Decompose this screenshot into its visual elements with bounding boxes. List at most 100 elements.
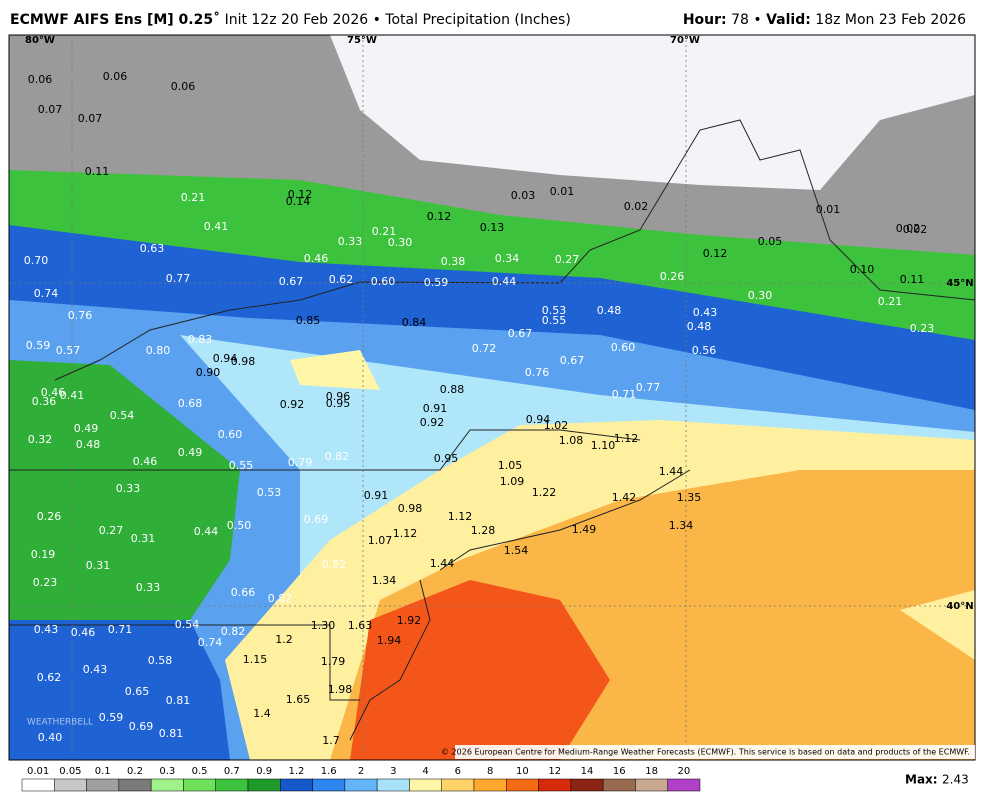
colorbar-label: 16 [613, 766, 626, 777]
value-label: 0.44 [194, 525, 219, 538]
colorbar-label: 8 [487, 766, 493, 777]
value-label: 0.34 [495, 252, 520, 265]
lon-label: 80°W [25, 35, 55, 46]
value-label: 0.91 [364, 489, 389, 502]
header-right: Hour: 78 • Valid: 18z Mon 23 Feb 2026 [683, 12, 966, 28]
value-label: 1.12 [448, 510, 473, 523]
value-label: 0.49 [74, 422, 99, 435]
value-label: 1.44 [430, 557, 455, 570]
valid: 18z Mon 23 Feb 2026 [815, 12, 966, 28]
value-label: 0.43 [83, 663, 108, 676]
colorbar-label: 0.1 [95, 766, 111, 777]
value-label: 0.02 [896, 222, 921, 235]
value-label: 0.74 [198, 636, 223, 649]
colorbar-swatch [409, 778, 442, 792]
value-label: 0.44 [492, 275, 517, 288]
max-label: Max: [905, 773, 938, 787]
value-label: 0.13 [480, 221, 505, 234]
value-label: 0.38 [441, 255, 466, 268]
value-label: 0.67 [508, 327, 533, 340]
colorbar-label: 3 [390, 766, 396, 777]
value-label: 0.77 [166, 272, 191, 285]
value-label: 0.43 [34, 623, 59, 636]
value-label: 0.30 [388, 236, 413, 249]
value-label: 0.26 [37, 510, 62, 523]
lon-label: 70°W [670, 35, 700, 46]
value-label: 0.80 [146, 344, 171, 357]
shade [350, 580, 610, 760]
value-label: 0.59 [26, 339, 51, 352]
watermark: WEATHERBELL [27, 718, 93, 728]
hour-label: Hour: [682, 12, 727, 28]
value-label: 0.96 [326, 390, 351, 403]
value-label: 0.92 [280, 398, 305, 411]
value-label: 0.82 [268, 592, 293, 605]
value-label: 1.94 [377, 634, 402, 647]
value-label: 1.12 [614, 432, 639, 445]
value-label: 0.67 [560, 354, 585, 367]
value-labels: 0.06 0.060.060.070.070.110.21 0.120.140.41… [24, 70, 935, 747]
value-label: 0.02 [903, 223, 928, 236]
value-label: 0.50 [227, 519, 252, 532]
value-label: 0.59 [424, 276, 449, 289]
value-label: 0.88 [440, 383, 465, 396]
colorbar-swatch [118, 778, 152, 792]
colorbar-swatch [280, 778, 313, 792]
value-label: 0.60 [218, 428, 243, 441]
value-label: 0.82 [322, 558, 347, 571]
header-left: ECMWF AIFS Ens [M] 0.25˚ Init 12z 20 Feb… [10, 12, 571, 28]
shade [9, 360, 240, 620]
value-label: 0.41 [60, 389, 85, 402]
value-label: 1.79 [321, 655, 346, 668]
value-label: 0.60 [371, 275, 396, 288]
value-label: 0.92 [420, 416, 445, 429]
value-label: 0.55 [229, 459, 254, 472]
value-label: 0.56 [692, 344, 717, 357]
max-value: 2.43 [942, 773, 969, 787]
lat-label: 40°N [946, 601, 973, 612]
value-label: 0.71 [108, 623, 133, 636]
value-label: 0.49 [178, 446, 203, 459]
colorbar-label: 10 [516, 766, 529, 777]
value-label: 1.49 [572, 523, 597, 536]
value-label: 0.90 [196, 366, 221, 379]
value-label: 0.31 [131, 532, 156, 545]
value-label: 0.81 [159, 727, 184, 740]
value-label: 0.98 [231, 355, 256, 368]
value-label: 0.27 [99, 524, 124, 537]
colorbar-label: 6 [455, 766, 461, 777]
colorbar-swatch [570, 778, 604, 792]
value-label: 0.76 [525, 366, 550, 379]
value-label: 0.53 [542, 304, 567, 317]
value-label: 0.36 [32, 395, 57, 408]
precip-field [9, 35, 975, 760]
value-label: 1.65 [286, 693, 311, 706]
value-label: 1.7 [322, 734, 340, 747]
value-label: 0.94 [213, 352, 238, 365]
value-label: 0.21 [878, 295, 903, 308]
colorbar-label: 0.05 [59, 766, 81, 777]
value-label: 0.06 [28, 73, 53, 86]
borders [9, 119, 975, 741]
value-label: 0.79 [288, 456, 313, 469]
shade [290, 350, 380, 390]
value-label: 0.68 [178, 397, 203, 410]
value-label: 0.81 [166, 694, 191, 707]
value-label: 1.22 [532, 486, 557, 499]
value-label: 0.48 [76, 438, 101, 451]
colorbar-swatch [183, 778, 216, 792]
lon-label: 75°W [347, 35, 377, 46]
value-label: 0.71 [612, 388, 637, 401]
value-label: 0.84 [402, 316, 427, 329]
value-label: 0.26 [660, 270, 685, 283]
colorbar-label: 1.2 [288, 766, 304, 777]
value-label: 0.11 [900, 273, 925, 286]
colorbar-swatch [441, 778, 475, 792]
colorbar-swatch [150, 778, 184, 792]
value-label: 0.12 [288, 188, 313, 201]
value-label: 0.30 [748, 289, 773, 302]
value-label: 0.10 [850, 263, 875, 276]
value-label: 0.74 [34, 287, 59, 300]
copyright: © 2026 European Centre for Medium-Range … [441, 748, 970, 757]
